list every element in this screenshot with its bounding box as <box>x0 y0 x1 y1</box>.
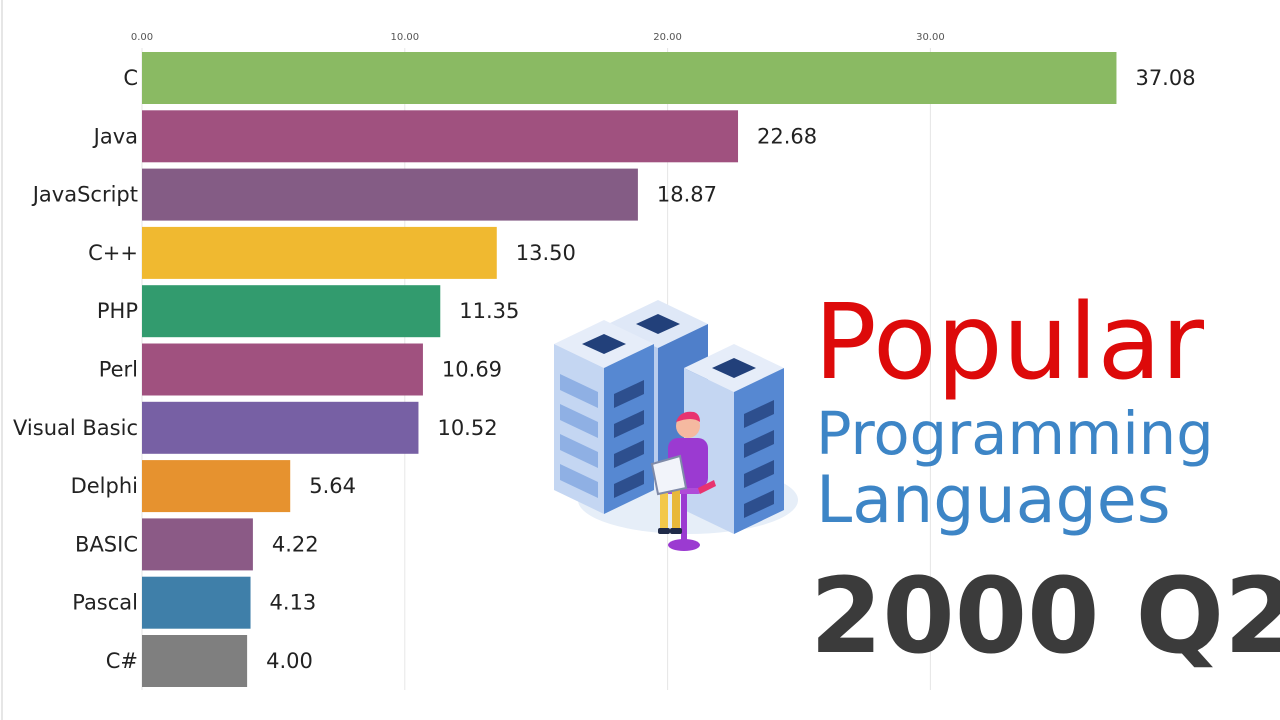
value-label: 13.50 <box>516 241 576 265</box>
value-label: 4.00 <box>266 649 313 673</box>
category-label: BASIC <box>75 532 138 556</box>
value-label: 5.64 <box>309 474 356 498</box>
value-label: 4.13 <box>270 591 317 615</box>
value-label: 10.69 <box>442 358 502 382</box>
title-line-popular: Popular <box>814 281 1204 403</box>
server-rack-left <box>554 320 654 514</box>
bar <box>142 518 253 571</box>
bars: C 37.08 Java 22.68 JavaScript 18.87 C++ 13.50 PH… <box>13 52 1196 687</box>
category-label: Delphi <box>71 474 138 498</box>
category-label: Perl <box>99 358 138 382</box>
category-label: C# <box>106 649 138 673</box>
bar <box>142 343 423 396</box>
value-label: 11.35 <box>459 299 519 323</box>
bar <box>142 285 441 338</box>
server-illustration <box>548 288 798 558</box>
x-tick-label: 0.00 <box>131 32 153 43</box>
bar <box>142 110 739 163</box>
person-with-laptop-icon <box>650 411 716 551</box>
category-label: JavaScript <box>31 183 138 207</box>
value-label: 10.52 <box>437 416 497 440</box>
value-label: 37.08 <box>1135 66 1195 90</box>
bar <box>142 401 419 454</box>
category-label: PHP <box>97 299 138 323</box>
bar <box>142 635 248 687</box>
category-label: Visual Basic <box>13 416 138 440</box>
title-line-languages: Languages <box>816 463 1171 538</box>
category-label: Java <box>92 124 138 148</box>
x-tick-label: 30.00 <box>916 32 945 43</box>
x-axis-ticks: 0.00 10.00 20.00 30.00 <box>131 32 945 43</box>
bar <box>142 52 1117 104</box>
bar <box>142 226 497 279</box>
bar <box>142 576 251 629</box>
value-label: 4.22 <box>272 532 319 556</box>
title-line-programming: Programming <box>816 399 1214 468</box>
bar <box>142 460 291 513</box>
category-label: Pascal <box>72 591 138 615</box>
bar <box>142 168 638 221</box>
x-tick-label: 20.00 <box>653 32 682 43</box>
value-label: 18.87 <box>657 183 717 207</box>
value-label: 22.68 <box>757 124 817 148</box>
category-label: C <box>123 66 138 90</box>
period-label: 2000 Q2 <box>810 555 1280 677</box>
category-label: C++ <box>88 241 138 265</box>
x-tick-label: 10.00 <box>390 32 419 43</box>
